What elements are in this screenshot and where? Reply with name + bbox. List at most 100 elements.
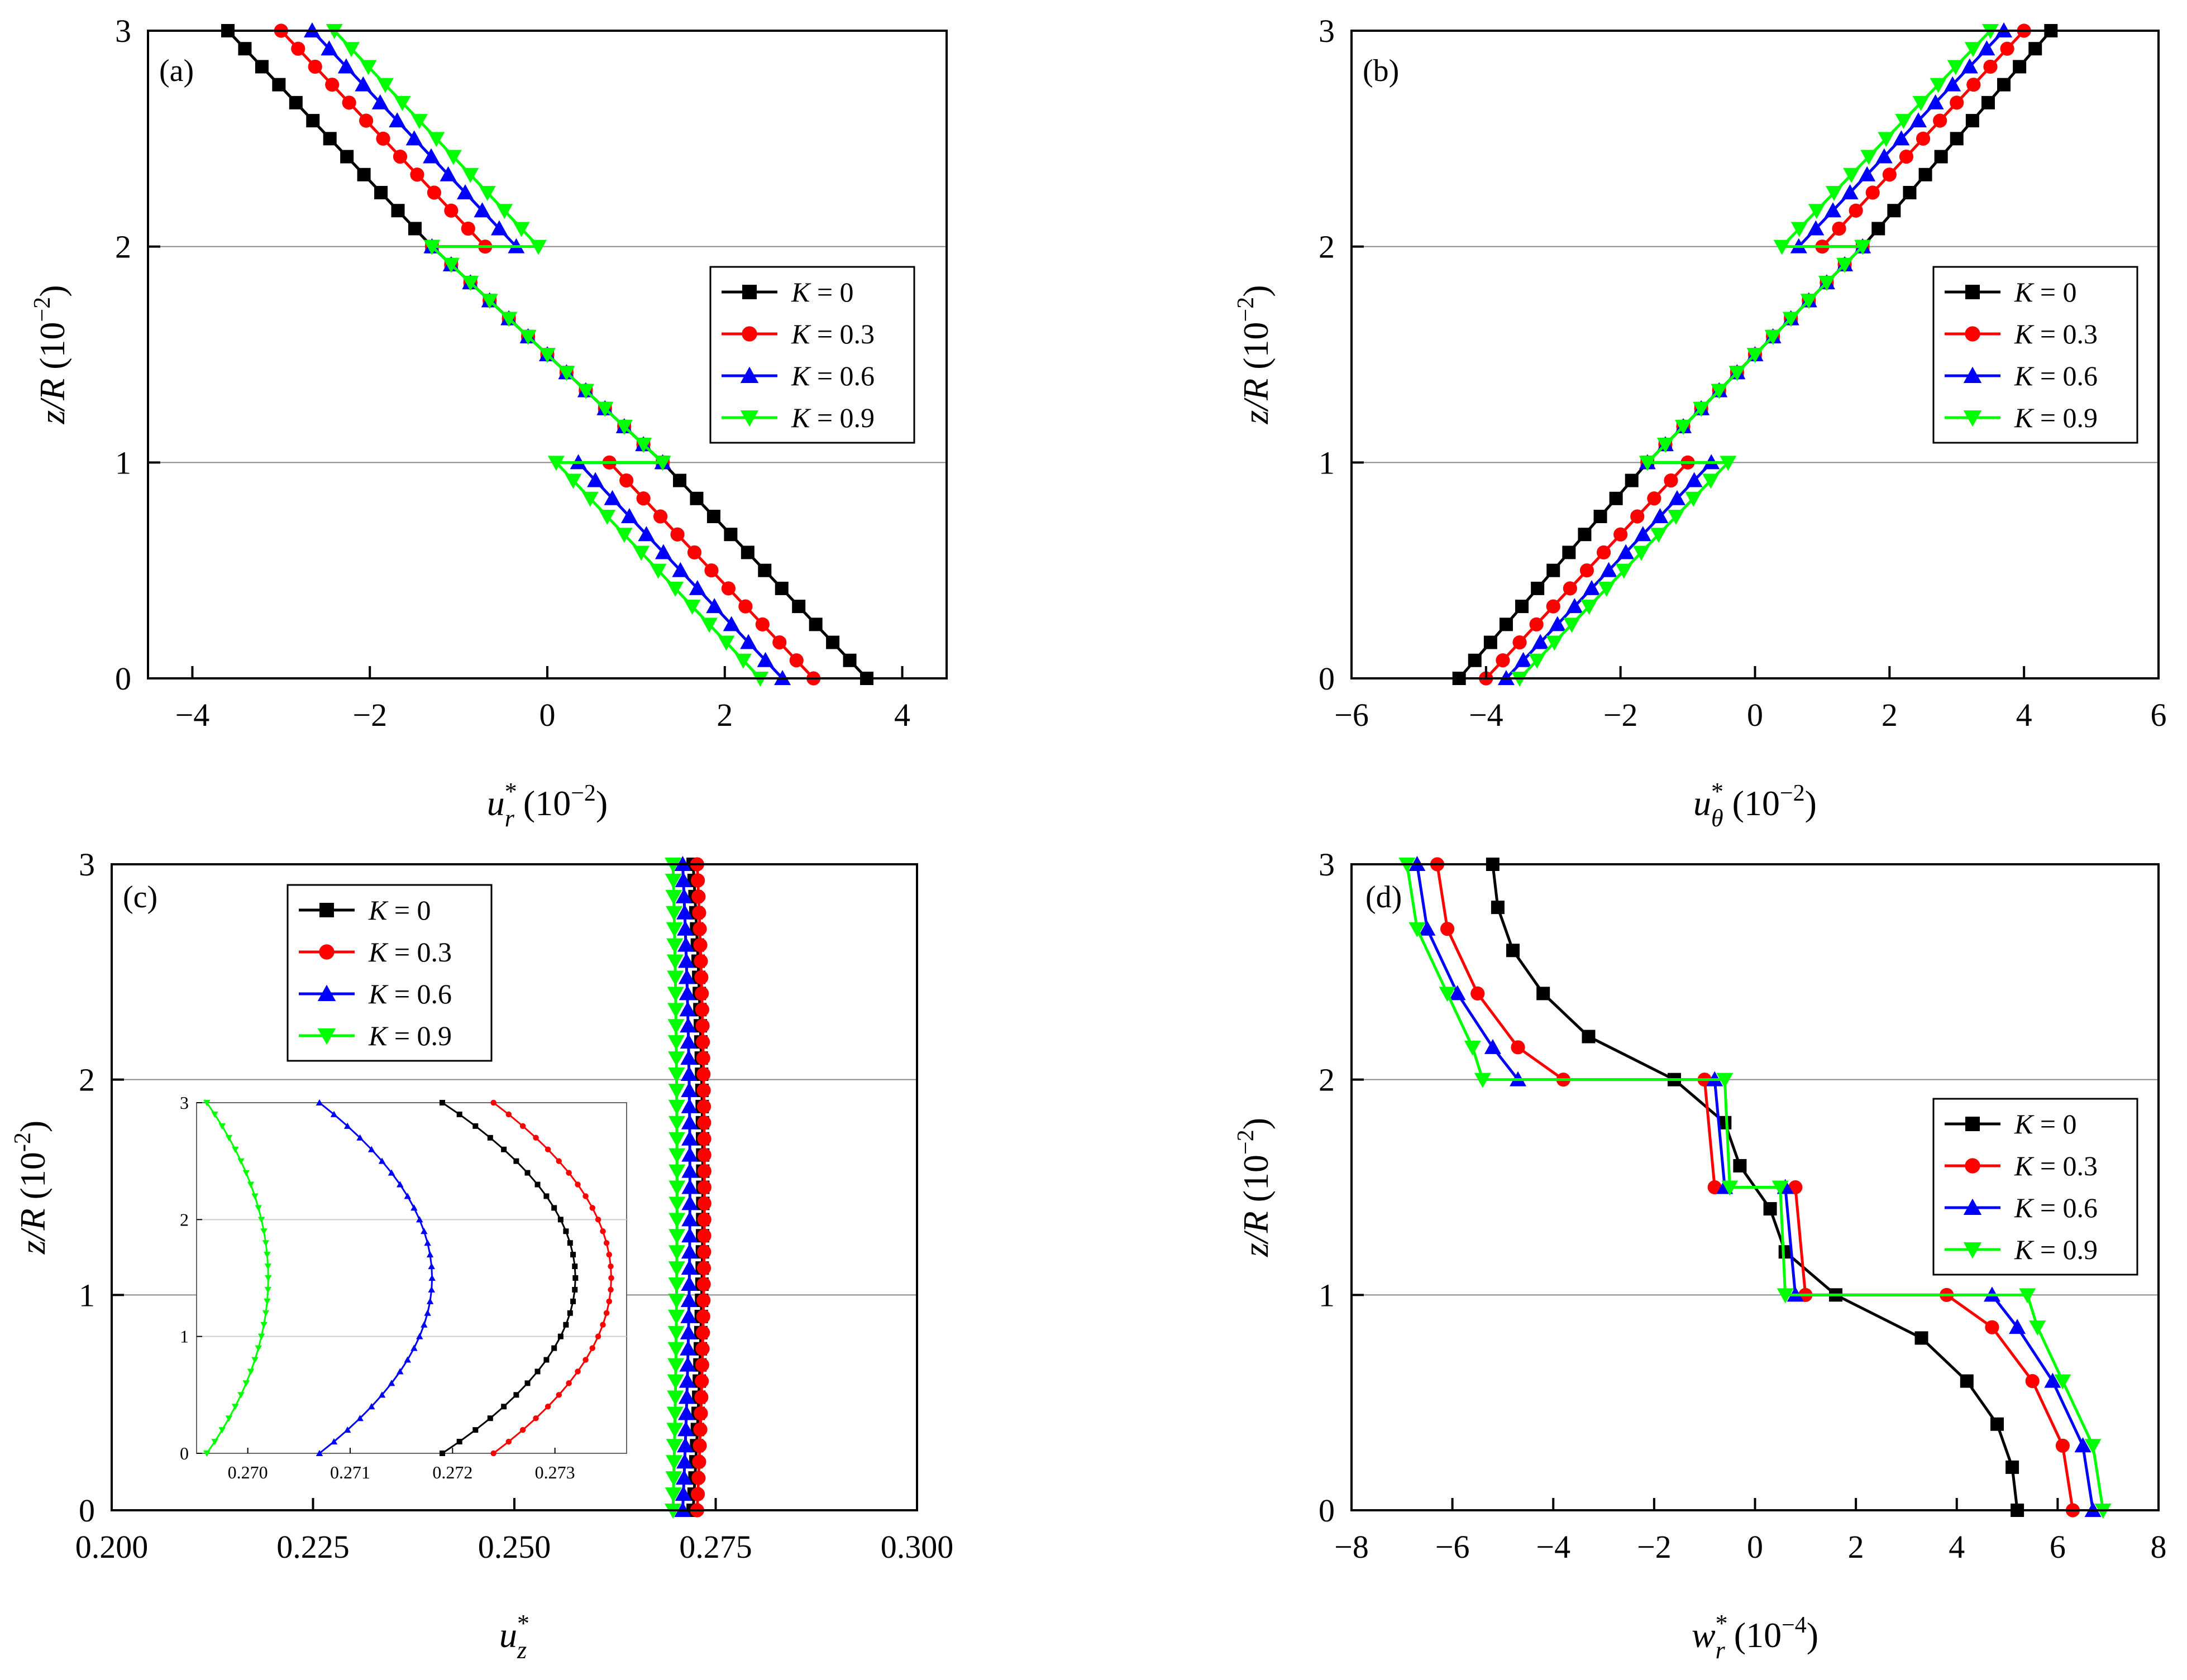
- data-point: [1912, 95, 1930, 111]
- inset-data-point: [545, 1404, 551, 1410]
- series-0.6: [674, 856, 699, 1517]
- data-point: [681, 1081, 698, 1097]
- data-point: [1580, 600, 1598, 615]
- inset-x-tick-label: 0.273: [535, 1462, 575, 1482]
- data-point: [755, 617, 770, 631]
- data-point: [1808, 204, 1825, 219]
- data-point: [1824, 202, 1841, 218]
- data-point: [679, 985, 696, 1001]
- inset-data-point: [264, 1252, 271, 1258]
- data-point: [596, 401, 614, 417]
- data-point: [2055, 1438, 2070, 1453]
- data-point: [694, 954, 708, 969]
- data-point: [696, 1325, 710, 1340]
- data-point: [680, 1066, 698, 1081]
- inset-data-point: [424, 1309, 431, 1316]
- inset-data-point: [603, 1239, 610, 1246]
- data-point: [405, 130, 423, 146]
- data-point: [1720, 456, 1737, 471]
- data-point: [1841, 184, 1859, 199]
- data-point: [1930, 78, 1947, 93]
- data-point: [2028, 42, 2042, 56]
- data-point: [680, 1033, 697, 1049]
- data-point: [428, 132, 445, 147]
- x-tick-label: 0.225: [276, 1529, 350, 1565]
- data-point: [684, 600, 701, 615]
- data-point: [1609, 491, 1623, 505]
- data-point: [1529, 653, 1546, 669]
- data-point: [691, 889, 706, 904]
- inset-data-point: [545, 1146, 551, 1152]
- inset-data-point: [563, 1322, 569, 1328]
- x-tick-label: −8: [1334, 1529, 1369, 1565]
- data-point: [1895, 114, 1912, 130]
- inset-data-point: [211, 1439, 218, 1446]
- x-tick-label: −4: [1536, 1529, 1570, 1565]
- data-point: [1647, 491, 1661, 506]
- data-point: [1563, 581, 1577, 596]
- data-point: [1950, 95, 1964, 110]
- data-point: [668, 1213, 686, 1228]
- data-point: [673, 473, 687, 487]
- data-point: [1546, 563, 1560, 577]
- data-point: [1836, 257, 1854, 273]
- data-point: [1764, 329, 1782, 345]
- inset-data-point: [426, 1298, 434, 1304]
- y-axis-label: z/R (10−2): [1233, 1118, 1276, 1257]
- data-point: [667, 1374, 684, 1390]
- data-point: [1632, 545, 1650, 561]
- legend-marker: [740, 410, 759, 427]
- inset-data-point: [203, 1451, 211, 1457]
- data-point: [1579, 563, 1594, 578]
- data-point: [1615, 563, 1632, 579]
- data-point: [1669, 490, 1686, 505]
- data-point: [670, 527, 685, 542]
- data-point: [1562, 545, 1576, 559]
- inset-data-point: [566, 1380, 572, 1386]
- y-tick-label: 1: [79, 1277, 95, 1313]
- inset-data-point: [589, 1345, 596, 1351]
- data-point: [289, 95, 303, 109]
- inset-data-point: [575, 1181, 581, 1188]
- inset-data-point: [247, 1181, 255, 1188]
- data-point: [1685, 472, 1703, 487]
- inset-data-point: [582, 1193, 589, 1199]
- data-point: [696, 1083, 711, 1098]
- data-point: [1656, 438, 1674, 453]
- legend-marker: [319, 903, 334, 917]
- data-point: [633, 545, 650, 561]
- data-point: [1882, 167, 1897, 182]
- inset-data-point: [572, 1263, 578, 1270]
- data-point: [479, 186, 496, 201]
- data-point: [668, 1083, 685, 1099]
- series-0.9: [326, 24, 769, 687]
- inset-data-point: [356, 1134, 364, 1141]
- inset-data-point: [388, 1169, 395, 1176]
- inset-data-point: [242, 1170, 250, 1176]
- data-point: [2084, 1439, 2102, 1454]
- x-tick-label: −4: [175, 697, 210, 733]
- data-point: [704, 563, 719, 578]
- data-point: [668, 1116, 685, 1131]
- data-point: [677, 953, 695, 968]
- data-point: [667, 987, 684, 1002]
- data-point: [1613, 527, 1628, 542]
- data-point: [1960, 1374, 1974, 1388]
- data-point: [2074, 1437, 2092, 1453]
- x-tick-label: 0.200: [75, 1529, 149, 1565]
- data-point: [389, 112, 406, 128]
- inset-data-point: [203, 1100, 211, 1107]
- inset-data-point: [343, 1426, 351, 1433]
- data-point: [1854, 240, 1871, 255]
- data-point: [1515, 652, 1532, 667]
- data-point: [2054, 1374, 2071, 1390]
- data-point: [665, 1487, 682, 1503]
- inset-data-point: [608, 1286, 614, 1293]
- data-point: [666, 906, 683, 921]
- data-point: [665, 1471, 682, 1487]
- data-point: [680, 1050, 698, 1065]
- x-tick-label: 0: [1747, 697, 1763, 733]
- data-point: [757, 652, 774, 667]
- data-point: [1711, 384, 1728, 399]
